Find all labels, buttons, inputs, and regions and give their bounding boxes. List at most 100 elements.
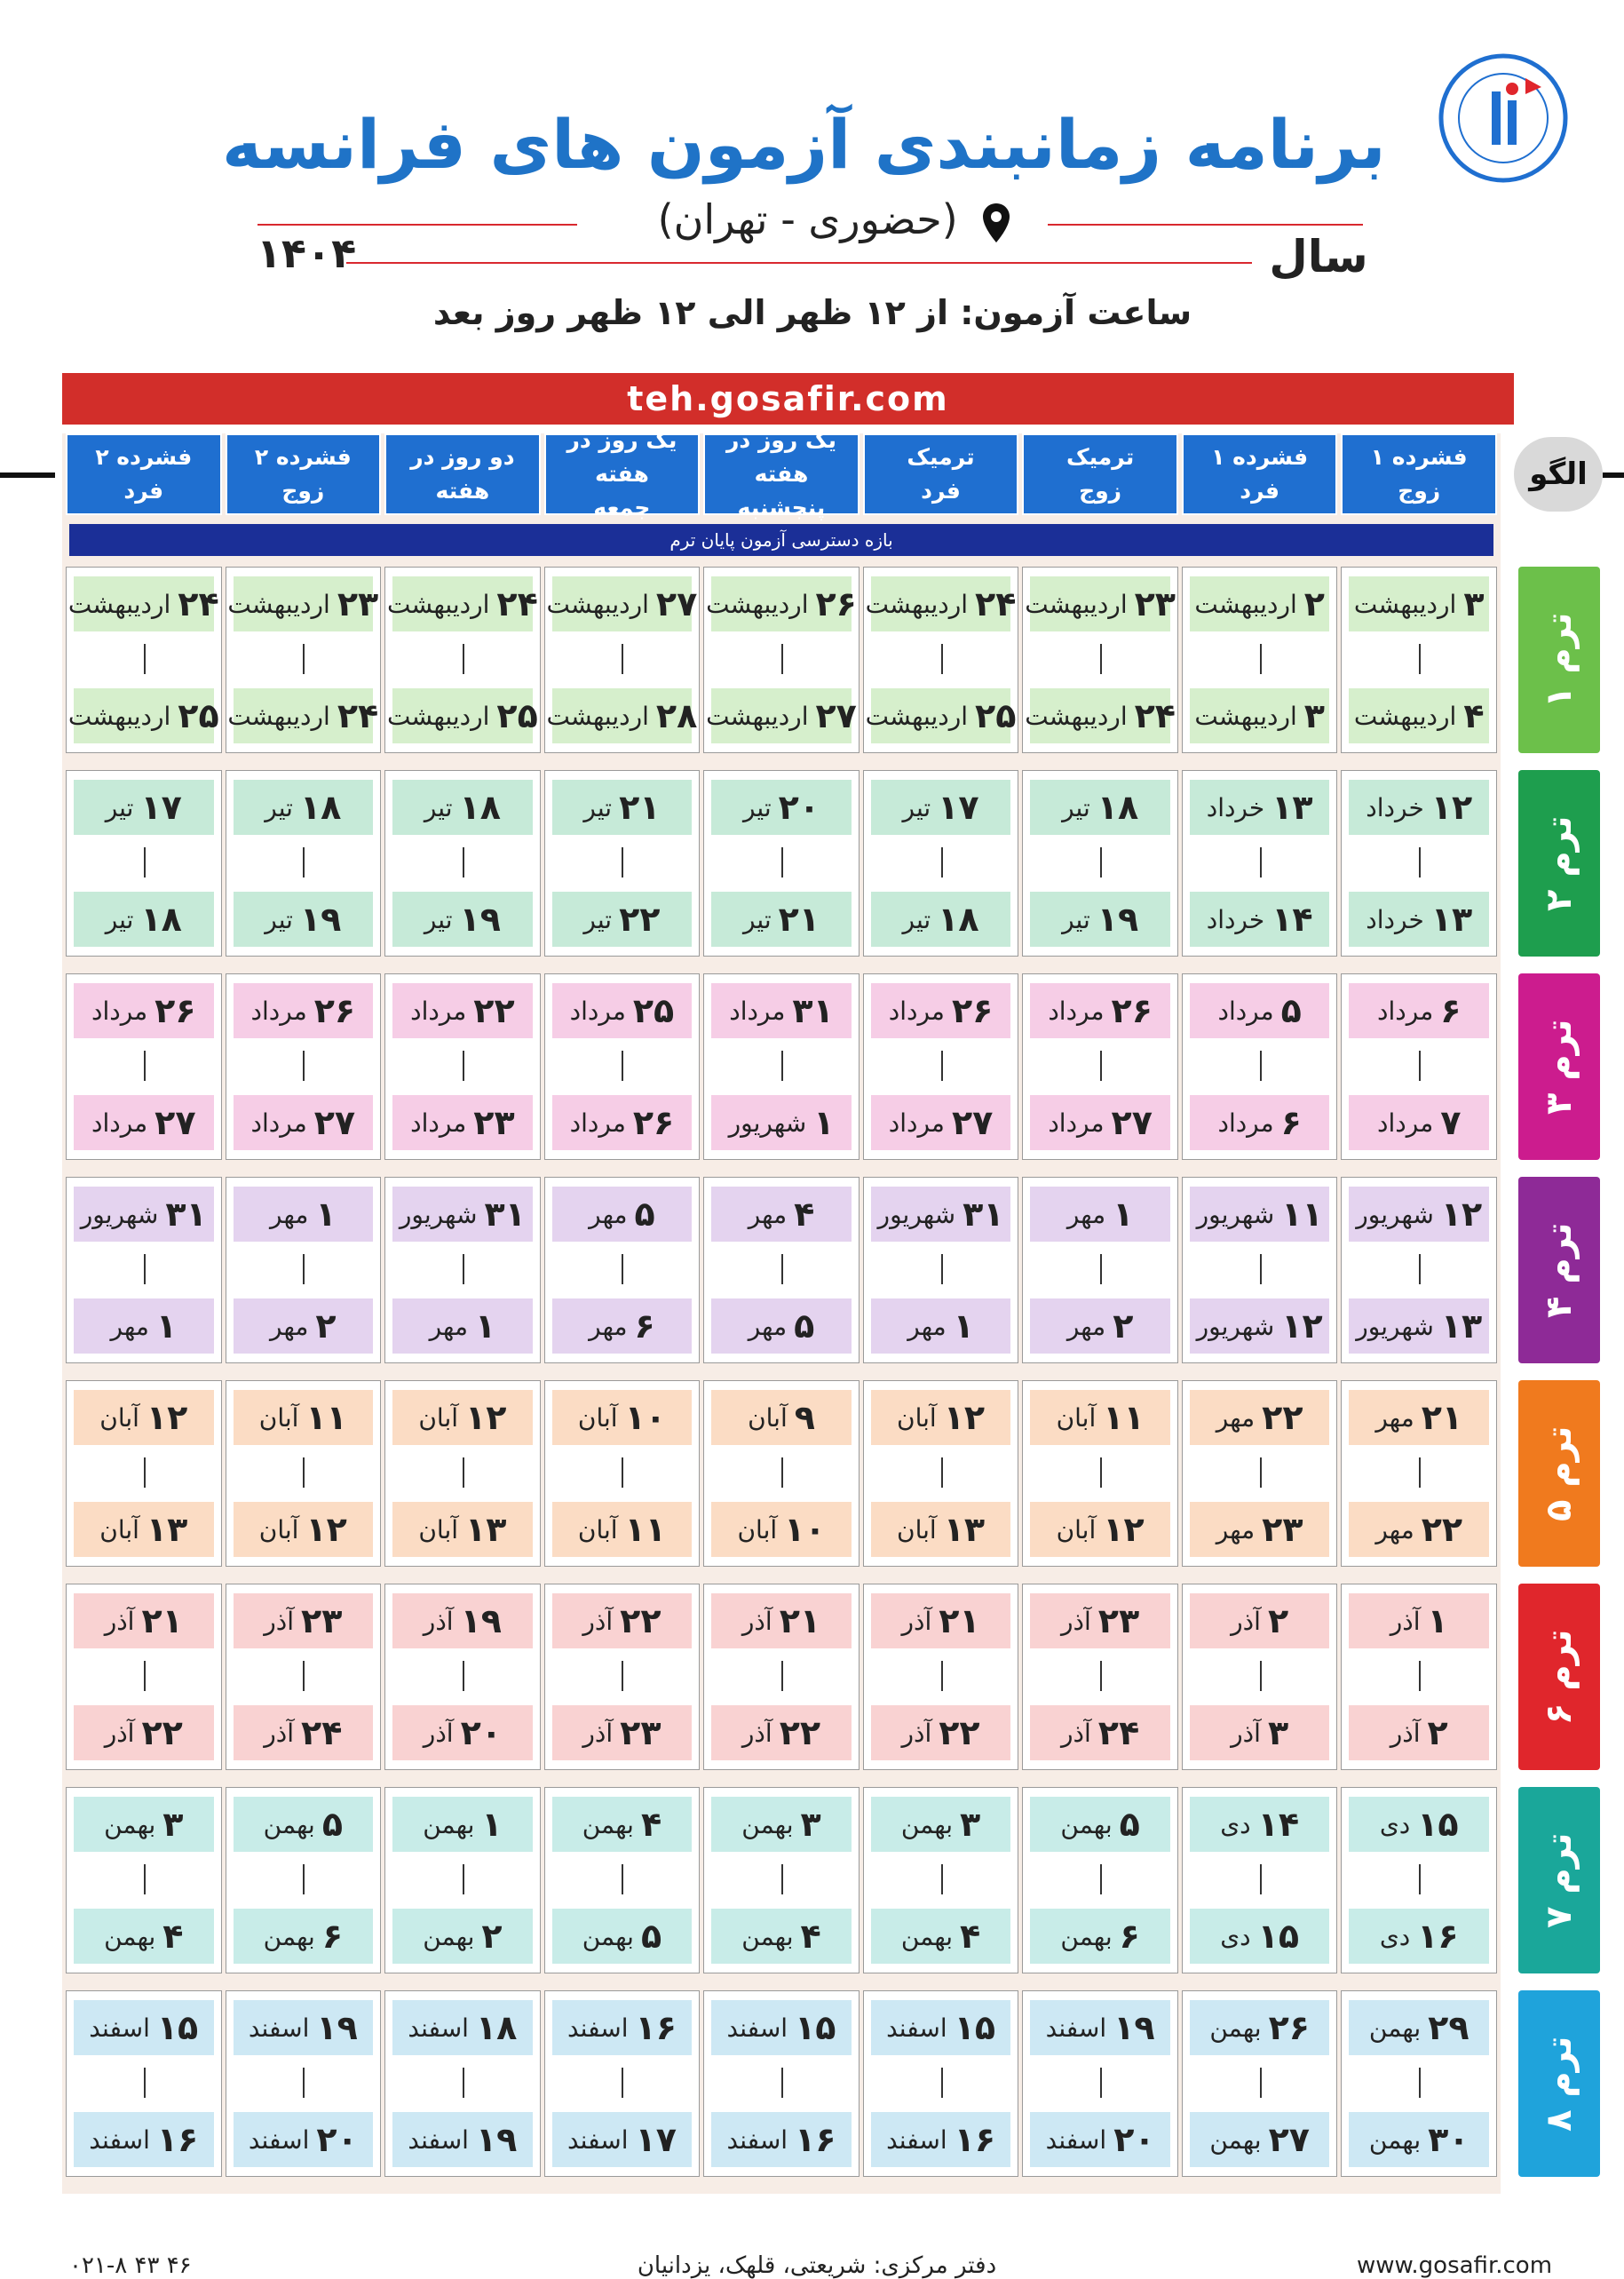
range-connector <box>303 1457 305 1488</box>
day-number: ۲۵ <box>496 696 538 735</box>
day-number: ۲۶ <box>951 991 994 1030</box>
range-connector <box>303 1051 305 1081</box>
day-number: ۱۳ <box>146 1510 188 1549</box>
range-connector <box>462 1457 464 1488</box>
day-number: ۱۹ <box>459 900 501 939</box>
day-number: ۷ <box>1440 1103 1462 1142</box>
schedule-cell: ۲۹ بهمن ۳۰ بهمن <box>1341 1990 1497 2177</box>
end-date: ۲۲ آذر <box>870 1705 1011 1760</box>
month-name: اردیبهشت <box>865 701 969 731</box>
column-header-5: یک روز در هفته پنجشنبه <box>703 427 860 520</box>
end-date: ۱۶ اسفند <box>74 2112 214 2167</box>
end-date: ۱۹ اسفند <box>392 2112 533 2167</box>
month-name: بهمن <box>582 1809 634 1839</box>
range-connector <box>303 2068 305 2098</box>
range-connector <box>622 1864 624 1894</box>
day-number: ۱۷ <box>635 2120 677 2159</box>
column-header-7: دو روز در هفته <box>384 433 541 515</box>
column-header-line2: فرد <box>1240 478 1280 504</box>
schedule-cell: ۲۱ مهر ۲۲ مهر <box>1341 1380 1497 1567</box>
schedule-cell: ۱۱ آبان ۱۲ آبان <box>225 1380 382 1567</box>
start-date: ۱۷ تیر <box>74 780 214 835</box>
start-date: ۲۱ مهر <box>1349 1390 1489 1445</box>
month-name: شهریور <box>728 1108 807 1138</box>
footer-website[interactable]: www.gosafir.com <box>1357 2252 1553 2279</box>
start-date: ۲۱ آذر <box>711 1593 852 1648</box>
day-number: ۲ <box>315 1306 337 1346</box>
day-number: ۱۰ <box>624 1398 666 1437</box>
month-name: آبان <box>99 1402 139 1433</box>
schedule-cell: ۱۹ اسفند ۲۰ اسفند <box>1022 1990 1178 2177</box>
day-number: ۱۳ <box>943 1510 986 1549</box>
schedule-cell: ۱ مهر ۲ مهر <box>1022 1177 1178 1363</box>
start-date: ۱۵ اسفند <box>870 2000 1011 2055</box>
month-name: اسفند <box>89 2013 150 2043</box>
month-name: مرداد <box>250 1108 307 1138</box>
end-date: ۵ مهر <box>711 1298 852 1354</box>
start-date: ۱۳ خرداد <box>1189 780 1330 835</box>
range-connector <box>1100 1051 1103 1081</box>
schedule-cell: ۲۴ اردیبهشت ۲۵ اردیبهشت <box>66 567 222 753</box>
month-name: بهمن <box>423 1809 475 1839</box>
day-number: ۱ <box>481 1805 503 1844</box>
start-date: ۲۶ بهمن <box>1189 2000 1330 2055</box>
end-date: ۴ اردیبهشت <box>1349 688 1489 743</box>
day-number: ۱۳ <box>1430 900 1473 939</box>
month-name: شهریور <box>1196 1199 1275 1229</box>
month-name: بهمن <box>263 1809 315 1839</box>
day-number: ۴ <box>640 1805 662 1844</box>
end-date: ۱ مهر <box>74 1298 214 1354</box>
column-header-line1: یک روز در هفته <box>566 427 677 487</box>
month-name: مرداد <box>888 996 945 1026</box>
day-number: ۱۸ <box>1097 788 1139 827</box>
end-date: ۱۶ دی <box>1349 1909 1489 1964</box>
month-name: مهر <box>748 1311 788 1341</box>
day-number: ۲ <box>1427 1713 1448 1752</box>
start-date: ۴ بهمن <box>551 1797 693 1852</box>
column-header-line2: جمعه <box>593 495 651 520</box>
end-date: ۱۳ آبان <box>392 1502 533 1557</box>
column-header-3: ترمیک زوج <box>1022 433 1178 515</box>
month-name: مرداد <box>91 1108 148 1138</box>
start-date: ۲۷ اردیبهشت <box>547 576 697 631</box>
month-name: دی <box>1220 1921 1251 1951</box>
day-number: ۵ <box>640 1917 662 1956</box>
month-name: مرداد <box>729 996 786 1026</box>
side-rule-right <box>1603 472 1624 478</box>
month-name: اسفند <box>248 2013 310 2043</box>
month-name: مهر <box>589 1199 628 1229</box>
month-name: تیر <box>583 904 613 934</box>
start-date: ۱۲ شهریور <box>1349 1187 1489 1242</box>
month-name: تیر <box>742 792 772 822</box>
month-name: آذر <box>741 1718 772 1748</box>
website-bar[interactable]: teh.gosafir.com <box>62 373 1514 425</box>
day-number: ۶ <box>1280 1103 1302 1142</box>
term-tag-8: ترم ۸ <box>1518 1990 1600 2177</box>
day-number: ۶ <box>634 1306 655 1346</box>
day-number: ۲۳ <box>1097 1601 1140 1640</box>
schedule-cell: ۱۷ تیر ۱۸ تیر <box>66 770 222 957</box>
schedule-cell: ۲۱ آذر ۲۲ آذر <box>862 1584 1019 1770</box>
range-connector <box>1259 1864 1262 1894</box>
start-date: ۱۸ اسفند <box>392 2000 533 2055</box>
column-header-9: فشرده ۲ فرد <box>66 433 222 515</box>
month-name: آذر <box>264 1718 295 1748</box>
day-number: ۲۷ <box>154 1103 196 1142</box>
month-name: اسفند <box>248 2124 310 2155</box>
schedule-cell: ۲۶ مرداد ۲۷ مرداد <box>1022 973 1178 1160</box>
schedule-cell: ۱ آذر ۲ آذر <box>1341 1584 1497 1770</box>
end-date: ۲۰ آذر <box>392 1705 533 1760</box>
end-date: ۱۱ آبان <box>551 1502 693 1557</box>
schedule-cell: ۲۷ اردیبهشت ۲۸ اردیبهشت <box>543 567 701 753</box>
day-number: ۱۲ <box>465 1398 507 1437</box>
range-connector <box>1259 1254 1262 1284</box>
schedule-cell: ۱۸ اسفند ۱۹ اسفند <box>384 1990 541 2177</box>
month-name: اردیبهشت <box>386 701 490 731</box>
day-number: ۲۷ <box>815 696 857 735</box>
end-date: ۲۳ مرداد <box>392 1095 533 1150</box>
schedule-cell: ۳۱ مرداد ۱ شهریور <box>703 973 860 1160</box>
column-header-line1: فشرده ۲ <box>254 444 352 470</box>
day-number: ۲۳ <box>337 584 379 623</box>
month-name: مرداد <box>1377 996 1434 1026</box>
day-number: ۳۱ <box>963 1195 1004 1234</box>
